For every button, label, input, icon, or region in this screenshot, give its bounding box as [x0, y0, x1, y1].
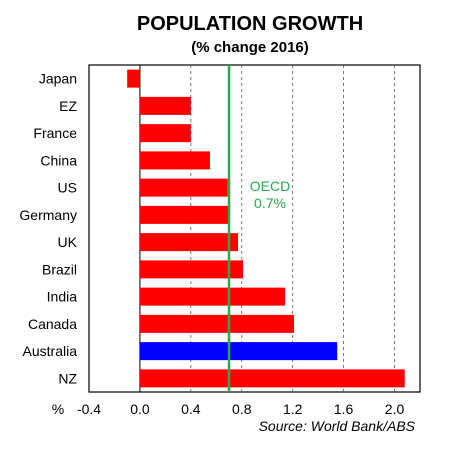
- chart-title: POPULATION GROWTH: [137, 13, 363, 35]
- category-label: France: [33, 125, 77, 141]
- bar-ez: [139, 96, 191, 115]
- category-label: Canada: [28, 316, 77, 332]
- chart-subtitle: (% change 2016): [191, 39, 309, 56]
- x-axis-unit-label: %: [52, 401, 64, 417]
- category-label: Australia: [23, 343, 78, 359]
- category-label: UK: [58, 234, 78, 250]
- bar-france: [139, 124, 191, 143]
- bar-china: [139, 151, 210, 170]
- bar-japan: [127, 69, 140, 88]
- bar-australia: [139, 342, 338, 361]
- plot-frame: [88, 64, 421, 393]
- bar-nz: [139, 369, 405, 388]
- category-label: China: [40, 152, 77, 168]
- category-label: US: [58, 180, 77, 196]
- category-label: NZ: [58, 370, 77, 386]
- x-tick-label: -0.4: [77, 401, 101, 417]
- category-label: Germany: [19, 207, 77, 223]
- category-label: Japan: [39, 71, 77, 87]
- x-tick-labels: -0.4 0.0 0.4 0.8 1.2 1.6 2.0: [77, 401, 405, 417]
- bar-uk: [139, 233, 238, 252]
- category-labels: Japan EZ France China US Germany UK Brazil India…: [19, 71, 77, 387]
- bar-us: [139, 178, 228, 197]
- x-tick-label: 2.0: [385, 401, 405, 417]
- x-tick-label: 1.6: [334, 401, 354, 417]
- oecd-value-label: 0.7%: [254, 195, 286, 211]
- category-label: India: [47, 289, 78, 305]
- bar-india: [139, 287, 286, 306]
- bars: [127, 69, 405, 388]
- category-label: Brazil: [42, 261, 77, 277]
- oecd-label: OECD: [250, 178, 290, 194]
- bar-brazil: [139, 260, 244, 279]
- x-tick-label: 0.8: [232, 401, 252, 417]
- grid-lines: [139, 65, 395, 392]
- x-tick-label: 0.4: [181, 401, 201, 417]
- x-tick-label: 0.0: [130, 401, 150, 417]
- x-tick-label: 1.2: [283, 401, 303, 417]
- bar-germany: [139, 205, 230, 224]
- source-note: Source: World Bank/ABS: [259, 418, 416, 434]
- category-label: EZ: [59, 98, 77, 114]
- bar-canada: [139, 314, 294, 333]
